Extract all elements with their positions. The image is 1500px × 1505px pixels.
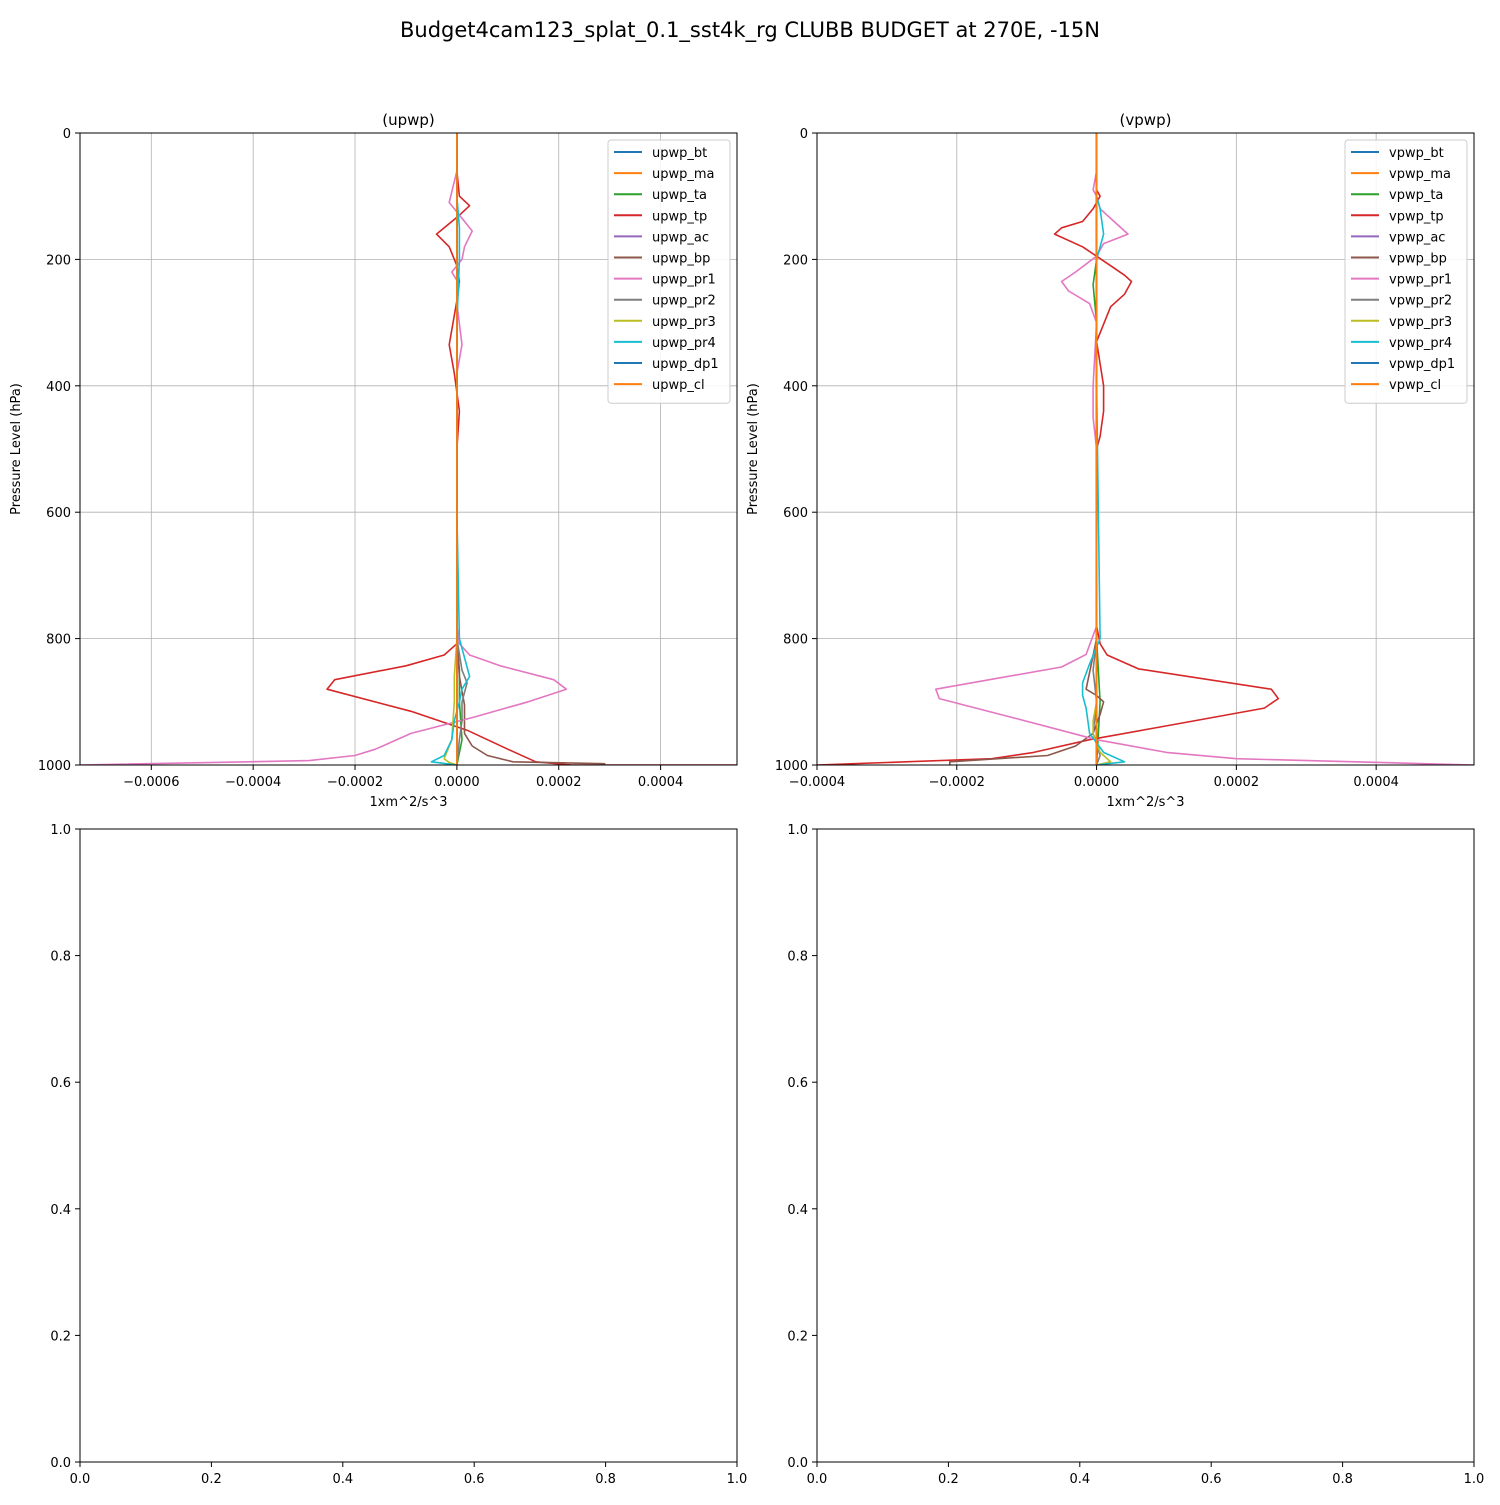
y-tick-label: 1000 [38, 759, 71, 774]
x-tick-label: 0.0004 [1353, 775, 1399, 790]
panel-title: (upwp) [382, 111, 435, 129]
legend-label-upwp_pr3: upwp_pr3 [652, 315, 716, 330]
legend-label-vpwp_pr1: vpwp_pr1 [1389, 273, 1452, 288]
x-axis-label: 1xm^2/s^3 [369, 795, 447, 810]
x-tick-label: −0.0004 [789, 775, 845, 790]
legend-label-upwp_ta: upwp_ta [652, 188, 707, 203]
x-tick-label: 0.4 [332, 1472, 353, 1487]
panel-3: 0.0 0.2 0.4 0.6 0.8 1.0 0.0 0.2 0.4 0.6 0.8 1.0 [50, 823, 747, 1487]
legend-frame [1344, 139, 1468, 404]
y-tick-label: 400 [46, 380, 71, 395]
y-tick-label: 600 [783, 506, 808, 521]
y-tick-label: 400 [783, 380, 808, 395]
x-tick-label: −0.0002 [929, 775, 985, 790]
y-tick-label: 1.0 [787, 823, 808, 838]
legend-label-upwp_pr2: upwp_pr2 [652, 294, 716, 309]
axes-frame [79, 132, 738, 766]
legend-label-vpwp_pr2: vpwp_pr2 [1389, 294, 1452, 309]
y-tick-label: 0.8 [787, 950, 808, 965]
axes-frame [816, 828, 1475, 1463]
series-line-vpwp_pr4 [1081, 133, 1126, 765]
axes-frame [79, 828, 738, 1463]
y-tick-label: 800 [46, 633, 71, 648]
series-line-vpwp_tp [817, 133, 1280, 765]
x-tick-label: −0.0004 [225, 775, 281, 790]
legend-label-vpwp_ma: vpwp_ma [1389, 167, 1451, 182]
y-tick-label: 200 [46, 253, 71, 268]
y-tick-label: 800 [783, 633, 808, 648]
legend: upwp_bt upwp_ma upwp_ta upwp_tp upwp_ac upwp_… [607, 139, 731, 404]
y-axis-label: Pressure Level (hPa) [9, 383, 24, 515]
x-tick-label: 0.0000 [1074, 775, 1120, 790]
legend-label-upwp_pr1: upwp_pr1 [652, 273, 716, 288]
x-tick-label: −0.0006 [123, 775, 179, 790]
legend-label-upwp_ac: upwp_ac [652, 230, 709, 245]
y-tick-label: 0.0 [50, 1456, 71, 1471]
y-tick-label: 0.6 [50, 1076, 71, 1091]
legend-label-vpwp_bp: vpwp_bp [1389, 252, 1447, 267]
x-tick-label: 0.2 [938, 1472, 959, 1487]
legend-label-vpwp_pr3: vpwp_pr3 [1389, 315, 1452, 330]
legend-label-upwp_pr4: upwp_pr4 [652, 336, 716, 351]
y-tick-label: 0 [800, 127, 808, 142]
panel-4: 0.0 0.2 0.4 0.6 0.8 1.0 0.0 0.2 0.4 0.6 0.8 1.0 [787, 823, 1484, 1487]
series-group [80, 133, 737, 765]
legend-label-upwp_ma: upwp_ma [652, 167, 715, 182]
legend-label-vpwp_tp: vpwp_tp [1389, 209, 1444, 224]
series-line-upwp_pr4 [430, 133, 471, 765]
panel-2: −0.0004 −0.0002 0.0000 0.0002 0.0004 0 200 400 6… [746, 111, 1475, 810]
x-tick-label: 0.0 [807, 1472, 828, 1487]
y-axis-label: Pressure Level (hPa) [746, 383, 761, 515]
legend-label-vpwp_ta: vpwp_ta [1389, 188, 1443, 203]
legend-label-upwp_cl: upwp_cl [652, 378, 705, 393]
y-tick-label: 0 [63, 127, 71, 142]
axes-frame [816, 132, 1475, 766]
y-tick-label: 0.2 [50, 1329, 71, 1344]
x-tick-label: 0.4 [1069, 1472, 1090, 1487]
x-tick-label: 0.0002 [1214, 775, 1260, 790]
series-group [817, 133, 1474, 765]
legend: vpwp_bt vpwp_ma vpwp_ta vpwp_tp vpwp_ac vpwp_… [1344, 139, 1468, 404]
y-tick-label: 1000 [775, 759, 808, 774]
legend-label-upwp_bt: upwp_bt [652, 146, 707, 161]
y-tick-label: 200 [783, 253, 808, 268]
y-tick-label: 0.8 [50, 950, 71, 965]
x-tick-label: 0.0000 [434, 775, 480, 790]
x-tick-label: 0.8 [595, 1472, 616, 1487]
y-tick-label: 0.4 [50, 1203, 71, 1218]
y-tick-label: 1.0 [50, 823, 71, 838]
x-tick-label: 0.6 [1201, 1472, 1222, 1487]
legend-label-vpwp_cl: vpwp_cl [1389, 378, 1441, 393]
x-tick-label: 0.6 [464, 1472, 485, 1487]
x-tick-label: 0.2 [201, 1472, 222, 1487]
x-tick-label: 1.0 [727, 1472, 748, 1487]
y-tick-label: 600 [46, 506, 71, 521]
legend-frame [607, 139, 731, 404]
figure-suptitle: Budget4cam123_splat_0.1_sst4k_rg CLUBB B… [400, 18, 1100, 43]
legend-label-upwp_dp1: upwp_dp1 [652, 357, 719, 372]
legend-label-vpwp_bt: vpwp_bt [1389, 146, 1444, 161]
legend-label-upwp_tp: upwp_tp [652, 209, 707, 224]
x-tick-label: 0.0 [70, 1472, 91, 1487]
y-tick-label: 0.6 [787, 1076, 808, 1091]
series-line-vpwp_pr1 [934, 133, 1474, 765]
legend-label-vpwp_ac: vpwp_ac [1389, 230, 1445, 245]
panel-title: (vpwp) [1120, 111, 1172, 129]
x-tick-label: 0.0004 [638, 775, 684, 790]
y-tick-label: 0.4 [787, 1203, 808, 1218]
legend-label-vpwp_dp1: vpwp_dp1 [1389, 357, 1455, 372]
panel-1: −0.0006 −0.0004 −0.0002 0.0000 0.0002 0.0004 0… [9, 111, 738, 810]
legend-label-vpwp_pr4: vpwp_pr4 [1389, 336, 1452, 351]
x-tick-label: 0.8 [1332, 1472, 1353, 1487]
x-tick-label: 0.0002 [536, 775, 582, 790]
y-tick-label: 0.2 [787, 1329, 808, 1344]
y-tick-label: 0.0 [787, 1456, 808, 1471]
x-tick-label: 1.0 [1464, 1472, 1485, 1487]
x-tick-label: −0.0002 [327, 775, 383, 790]
legend-label-upwp_bp: upwp_bp [652, 252, 710, 267]
x-axis-label: 1xm^2/s^3 [1106, 795, 1184, 810]
